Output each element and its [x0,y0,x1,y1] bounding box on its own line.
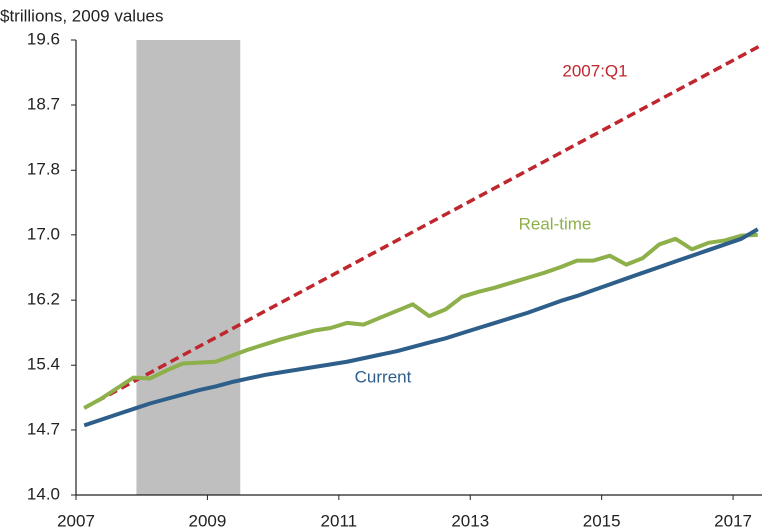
series-label: Real-time [519,214,592,233]
series-line [83,227,759,428]
y-tick-label: 17.8 [27,160,60,179]
series-line [83,232,758,410]
series-line [83,43,763,410]
y-tick-label: 14.7 [27,419,60,438]
x-tick-label: 2011 [321,511,358,530]
series-label: Current [355,367,412,386]
y-tick-label: 18.7 [27,94,60,113]
x-tick-label: 2017 [714,511,752,530]
y-tick-label: 19.6 [27,29,60,48]
series-label: 2007:Q1 [562,61,627,80]
x-tick-label: 2009 [189,511,227,530]
recession-shade [136,40,241,495]
x-tick-label: 2007 [57,511,95,530]
y-axis-label: $trillions, 2009 values [0,6,163,25]
y-tick-label: 14.0 [27,484,60,503]
x-tick-label: 2015 [583,511,621,530]
y-tick-label: 17.0 [27,224,60,243]
y-tick-label: 16.2 [27,290,60,309]
x-tick-label: 2013 [451,511,489,530]
y-tick-label: 15.4 [27,355,60,374]
